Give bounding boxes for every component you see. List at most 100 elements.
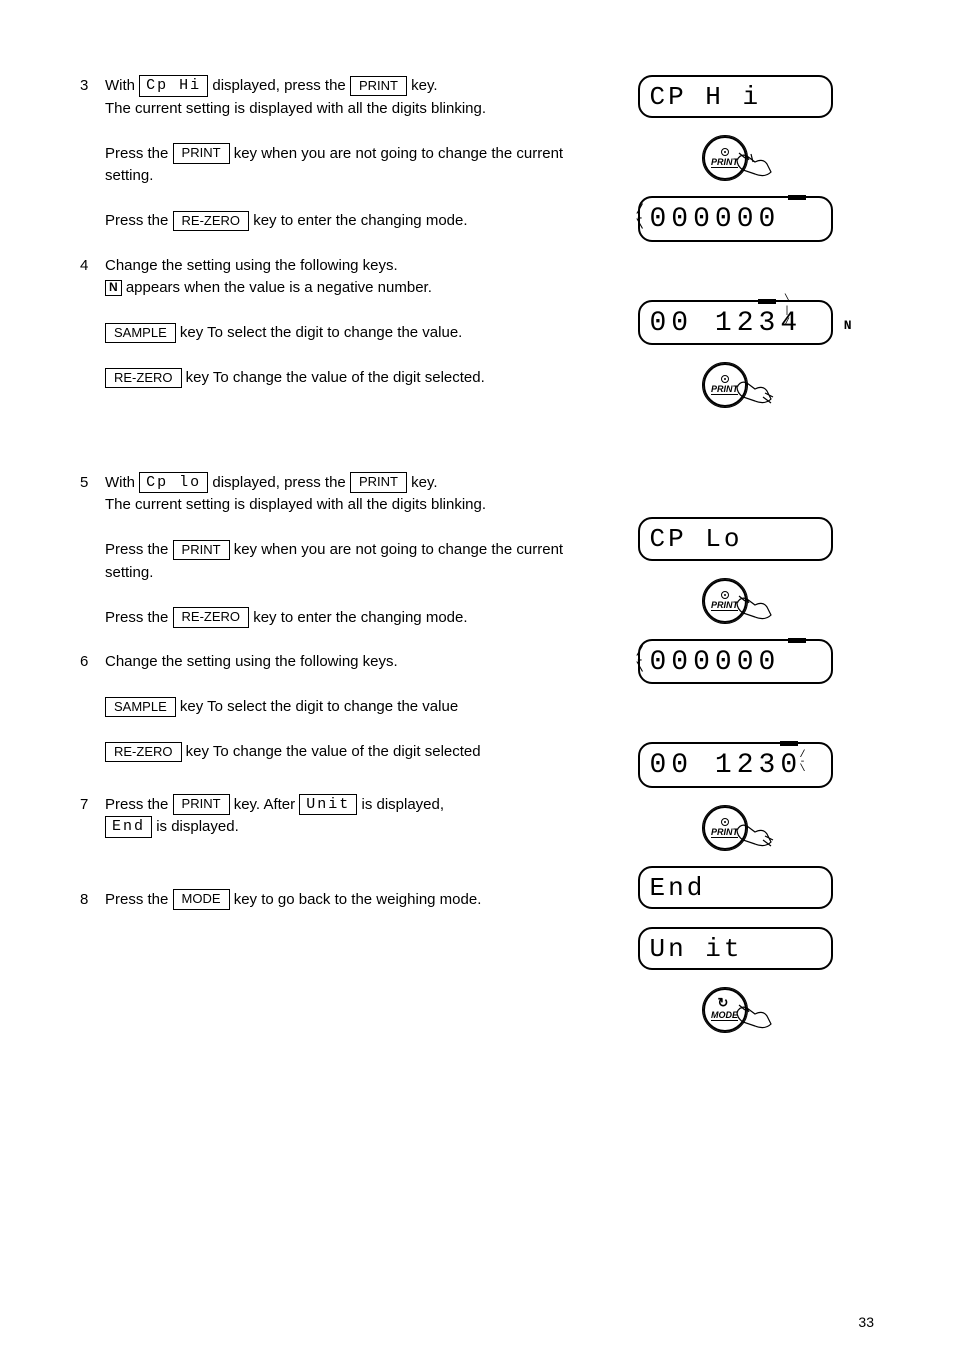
negative-marker: N bbox=[105, 280, 122, 295]
text: key To select the digit to change the va… bbox=[180, 698, 458, 715]
text: With bbox=[105, 474, 139, 491]
lcd-zeros-2: /-\ 000000 bbox=[615, 639, 855, 685]
text: is displayed. bbox=[156, 818, 239, 835]
display-ref-end: End bbox=[105, 816, 152, 838]
lcd-text: 00 1230 bbox=[650, 750, 803, 781]
step-number: 4 bbox=[80, 255, 88, 278]
key-print: PRINT bbox=[350, 472, 407, 493]
lcd-end: End bbox=[615, 866, 855, 909]
display-ref-unit: Unit bbox=[299, 794, 357, 816]
lcd-1230: /-\ 00 1230 bbox=[615, 742, 855, 788]
flash-indicator-icon: /-\ bbox=[636, 650, 649, 673]
step-6: 6 Change the setting using the following… bbox=[80, 651, 600, 764]
flash-indicator-icon: /-\ bbox=[636, 207, 649, 230]
key-print: PRINT bbox=[173, 143, 230, 164]
lcd-unit: Un it bbox=[615, 927, 855, 970]
cursor-icon bbox=[788, 195, 806, 200]
cursor-icon bbox=[758, 299, 776, 304]
step-7: 7 Press the PRINT key. After Unit is dis… bbox=[80, 794, 600, 839]
press-mode: MODE bbox=[615, 984, 855, 1034]
text: is displayed, bbox=[361, 796, 444, 813]
key-rezero: RE-ZERO bbox=[173, 211, 250, 232]
page-number: 33 bbox=[858, 1314, 874, 1330]
lcd-text: CP H i bbox=[650, 82, 762, 112]
record-icon bbox=[721, 148, 729, 156]
text: The current setting is displayed with al… bbox=[105, 100, 486, 117]
key-rezero: RE-ZERO bbox=[105, 742, 182, 763]
display-ref-cp-lo: Cp lo bbox=[139, 472, 208, 494]
text: key. bbox=[411, 77, 437, 94]
display-ref-cp-hi: Cp Hi bbox=[139, 75, 208, 97]
text: key. bbox=[411, 474, 437, 491]
press-print-1: PRINT bbox=[615, 132, 855, 182]
text: Press the bbox=[105, 145, 173, 162]
lcd-cp-lo: CP Lo bbox=[615, 517, 855, 560]
text: key To change the value of the digit sel… bbox=[186, 743, 481, 760]
text: key to go back to the weighing mode. bbox=[234, 891, 482, 908]
record-icon bbox=[721, 375, 729, 383]
lcd-1234: \ | / 00 1234 N bbox=[615, 300, 855, 346]
step-3: 3 With Cp Hi displayed, press the PRINT … bbox=[80, 75, 600, 233]
step-number: 3 bbox=[80, 75, 88, 98]
text: key. After bbox=[234, 796, 300, 813]
text: key to enter the changing mode. bbox=[253, 609, 467, 626]
key-print: PRINT bbox=[173, 794, 230, 815]
lcd-display: /-\ 000000 bbox=[638, 196, 833, 242]
text: key To select the digit to change the va… bbox=[180, 324, 462, 341]
hand-icon bbox=[735, 1002, 775, 1032]
text: displayed, press the bbox=[212, 77, 350, 94]
record-icon bbox=[721, 818, 729, 826]
key-mode: MODE bbox=[173, 889, 230, 910]
text: Change the setting using the following k… bbox=[105, 653, 398, 670]
lcd-display: CP H i bbox=[638, 75, 833, 118]
step-4: 4 Change the setting using the following… bbox=[80, 255, 600, 390]
lcd-display: CP Lo bbox=[638, 517, 833, 560]
lcd-display: /-\ 00 1230 bbox=[638, 742, 833, 788]
hand-icon bbox=[735, 377, 775, 407]
step-number: 6 bbox=[80, 651, 88, 674]
text: Press the bbox=[105, 609, 173, 626]
hand-icon bbox=[735, 593, 775, 623]
lcd-text: Un it bbox=[650, 934, 743, 964]
key-sample: SAMPLE bbox=[105, 697, 176, 718]
flash-indicator-icon: \ | / bbox=[775, 294, 805, 330]
text: Press the bbox=[105, 891, 173, 908]
lcd-display: Un it bbox=[638, 927, 833, 970]
press-print-2: PRINT bbox=[615, 359, 855, 409]
lcd-text: End bbox=[650, 873, 706, 903]
instructions-column: 3 With Cp Hi displayed, press the PRINT … bbox=[80, 75, 600, 933]
press-print-3: PRINT bbox=[615, 575, 855, 625]
record-icon bbox=[721, 591, 729, 599]
text: displayed, press the bbox=[212, 474, 350, 491]
key-print: PRINT bbox=[350, 76, 407, 97]
lcd-text: CP Lo bbox=[650, 524, 743, 554]
text: Change the setting using the following k… bbox=[105, 257, 398, 274]
text: With bbox=[105, 77, 139, 94]
lcd-display: /-\ 000000 bbox=[638, 639, 833, 685]
hand-icon bbox=[735, 150, 775, 180]
negative-marker: N bbox=[844, 318, 857, 334]
key-rezero: RE-ZERO bbox=[173, 607, 250, 628]
text: Press the bbox=[105, 796, 173, 813]
step-number: 8 bbox=[80, 889, 88, 912]
cursor-icon bbox=[780, 741, 798, 746]
lcd-cp-hi: CP H i bbox=[615, 75, 855, 118]
flash-indicator-icon: /-\ bbox=[800, 752, 811, 773]
lcd-text: 000000 bbox=[650, 204, 781, 235]
key-sample: SAMPLE bbox=[105, 323, 176, 344]
hand-icon bbox=[735, 820, 775, 850]
text: Press the bbox=[105, 541, 173, 558]
step-8: 8 Press the MODE key to go back to the w… bbox=[80, 889, 600, 912]
step-number: 5 bbox=[80, 472, 88, 495]
text: key to enter the changing mode. bbox=[253, 212, 467, 229]
key-rezero: RE-ZERO bbox=[105, 368, 182, 389]
lcd-display: \ | / 00 1234 N bbox=[638, 300, 833, 346]
text: The current setting is displayed with al… bbox=[105, 496, 486, 513]
press-print-4: PRINT bbox=[615, 802, 855, 852]
step-number: 7 bbox=[80, 794, 88, 817]
lcd-display: End bbox=[638, 866, 833, 909]
cursor-icon bbox=[788, 638, 806, 643]
step-5: 5 With Cp lo displayed, press the PRINT … bbox=[80, 472, 600, 630]
text: key To change the value of the digit sel… bbox=[186, 369, 485, 386]
key-print: PRINT bbox=[173, 540, 230, 561]
